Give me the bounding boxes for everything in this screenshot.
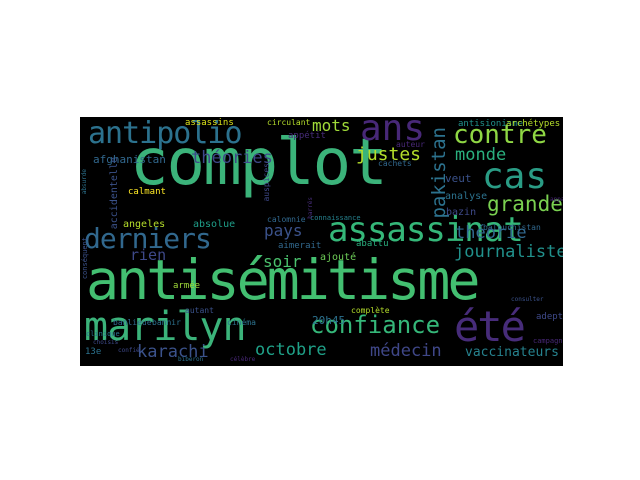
word: campagne <box>533 337 563 345</box>
word: calomnie <box>267 215 306 224</box>
word: théories <box>191 148 273 168</box>
word: clinique <box>86 330 120 338</box>
word: afghanistan <box>93 153 166 166</box>
word: soir <box>263 252 302 271</box>
word: auspices <box>262 163 271 202</box>
word: théorie <box>455 223 527 243</box>
word: complot <box>130 126 388 200</box>
word: absurde <box>81 169 88 195</box>
word: marilyn <box>84 304 247 350</box>
word: analyse <box>445 191 488 202</box>
word: bannir <box>152 318 181 327</box>
word: archétypes <box>506 119 561 129</box>
word: monde <box>455 145 507 165</box>
word: banlieue <box>113 318 152 327</box>
word: grande <box>487 192 563 216</box>
word: balouchistan <box>483 223 541 232</box>
word: antipolio <box>88 117 243 151</box>
word: pays <box>264 221 303 240</box>
word: 20h45 <box>312 314 346 327</box>
word: barrés <box>307 197 314 219</box>
word: cinéma <box>227 318 256 327</box>
word: autant <box>185 306 214 315</box>
word: auteur <box>396 140 425 149</box>
word: veut <box>445 172 472 185</box>
word: journaliste <box>454 242 563 262</box>
word: ajouté <box>320 252 357 263</box>
word: ans <box>360 117 426 149</box>
word: complète <box>351 306 390 315</box>
word: mots <box>312 117 351 135</box>
word: bazin <box>446 207 477 218</box>
word: vaccinateurs <box>465 345 559 360</box>
word: octobre <box>255 340 327 360</box>
word: armée <box>173 281 201 291</box>
word: assassins <box>185 118 234 128</box>
word: antisémitisme <box>86 248 480 312</box>
word: choisis <box>93 339 119 346</box>
word: calmant <box>128 187 166 197</box>
word: confié <box>118 347 140 354</box>
word: accidentelle <box>109 157 120 230</box>
word: justes <box>356 144 422 165</box>
word: apparent <box>550 196 563 203</box>
word: angeles <box>123 219 166 230</box>
word: assassinat <box>328 210 524 250</box>
word: 13e <box>85 347 102 357</box>
word: karachi <box>137 342 209 362</box>
word: médecin <box>370 341 442 361</box>
word: biberon <box>178 356 204 363</box>
word: rien <box>130 246 167 264</box>
word: derniers <box>84 222 212 255</box>
word: cachets <box>378 159 412 168</box>
word: été <box>454 302 526 351</box>
word: circulant <box>267 118 311 127</box>
word: connaissance <box>310 214 361 222</box>
word: abattu <box>356 239 389 249</box>
word: aimerait <box>278 241 322 251</box>
word-cloud-image: complot antisémitisme marilyn assassinat… <box>80 117 563 366</box>
word: adepte <box>536 312 563 322</box>
word: consulter <box>511 296 544 303</box>
word: cas <box>482 156 548 197</box>
word: conséquent <box>81 237 89 280</box>
word: contre <box>453 120 547 150</box>
word: confiance <box>310 311 441 339</box>
word: absolue <box>193 219 236 230</box>
word: célèbre <box>230 356 256 363</box>
word: appétit <box>288 131 326 141</box>
word: antisionisme <box>458 119 524 129</box>
